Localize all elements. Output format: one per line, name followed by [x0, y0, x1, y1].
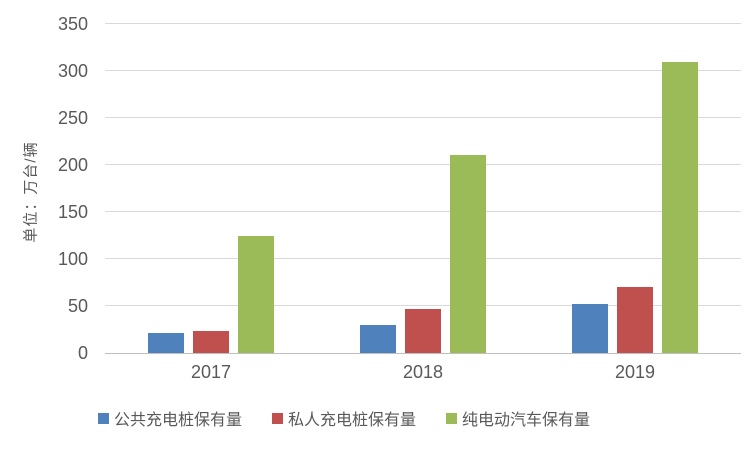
- gridline: [105, 211, 741, 212]
- y-tick-label: 200: [57, 155, 88, 175]
- x-axis-label: 2019: [614, 362, 656, 382]
- gridline: [105, 164, 741, 165]
- bar: [238, 235, 274, 353]
- legend-label: 公共充电桩保有量: [114, 412, 243, 429]
- x-axis-category-labels: 2017 2018 2019: [105, 362, 741, 383]
- legend-label: 私人充电桩保有量: [288, 412, 417, 429]
- legend-swatch-icon: [272, 412, 284, 424]
- gridline: [105, 117, 741, 118]
- gridline: [105, 305, 741, 306]
- legend-swatch-icon: [98, 412, 109, 424]
- gridline: [105, 258, 741, 259]
- y-tick-label: 50: [67, 296, 88, 316]
- bar: [450, 154, 486, 353]
- x-axis-label: 2018: [402, 362, 444, 382]
- plot-area: [105, 23, 741, 354]
- y-tick-label: 150: [57, 202, 88, 222]
- gridline: [105, 23, 741, 24]
- bar: [148, 333, 184, 353]
- y-axis-tick-labels: 0 50 100 150 200 250 300 350: [0, 15, 88, 362]
- legend-item: 私人充电桩保有量: [272, 406, 416, 430]
- bar: [617, 287, 653, 353]
- bar: [193, 331, 229, 353]
- y-tick-label: 100: [57, 249, 88, 269]
- legend-item: 纯电动汽车保有量: [446, 406, 590, 430]
- bar: [360, 324, 396, 353]
- bar: [572, 304, 608, 353]
- y-tick-label: 250: [57, 108, 88, 128]
- bar: [662, 61, 698, 353]
- bar: [405, 308, 441, 353]
- y-tick-label: 350: [57, 14, 88, 34]
- gridline: [105, 70, 741, 71]
- legend-label: 纯电动汽车保有量: [462, 412, 591, 429]
- legend-swatch-icon: [446, 412, 458, 424]
- chart-legend: 公共充电桩保有量 私人充电桩保有量 纯电动汽车保有量: [98, 406, 590, 430]
- legend-item: 公共充电桩保有量: [98, 406, 242, 430]
- bar-group-2019: [529, 24, 741, 353]
- x-axis-label: 2017: [190, 362, 232, 382]
- bar-groups-container: [105, 24, 741, 353]
- y-tick-label: 0: [77, 343, 88, 363]
- y-tick-label: 300: [57, 61, 88, 81]
- bar-group-2017: [105, 24, 317, 353]
- bar-group-2018: [317, 24, 529, 353]
